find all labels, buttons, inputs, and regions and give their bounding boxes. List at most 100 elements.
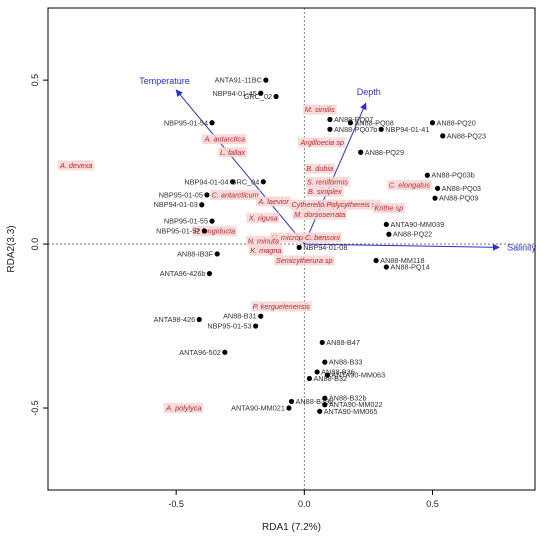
species-label: M. similis [305,105,335,114]
species-label: Semicytherura sp [276,256,333,265]
species-label-group: L. fallax [218,147,247,158]
site-point [383,264,389,270]
site-point [322,395,328,401]
site-point [324,372,330,378]
species-label-bg [298,137,346,148]
site-label: ANTA90-MM022 [329,400,383,409]
species-label-group: M. dorsoserrata [292,209,347,220]
site-label: ANTA96-502 [179,348,221,357]
species-label: P. kerguelenensis [253,302,310,311]
site-point [286,405,292,411]
species-label: Polycythereis sp [326,200,379,209]
site-label: ANTA90-MM063 [331,371,385,380]
site-label: ANTA91-11BC [215,76,262,85]
site-point [383,221,389,228]
species-label-bg [246,235,281,246]
species-label: L. fallax [220,148,245,157]
site-label: NBP94-01-04 [184,177,228,186]
site-point [253,323,259,329]
y-tick-label: -0.5 [30,400,40,416]
species-label-group: Cytherelloidea sp [289,199,350,210]
site-label: NBP95-01-53 [207,322,251,331]
site-label: AN88-B32b [329,394,367,403]
species-label-bg [305,176,350,187]
x-tick-label: -0.5 [168,499,184,509]
species-label-group: P. kerguelenensis [251,301,312,312]
site-label: AN88-PQ23 [447,131,486,140]
site-point [258,313,264,319]
species-label: B. simplex [308,187,342,196]
species-label-bg [304,163,335,174]
species-label: S. reniformis [307,177,348,186]
species-label: K. magna [250,246,281,255]
site-point [322,359,328,365]
species-label-bg [270,232,329,243]
site-label: AN88-B36 [321,367,355,376]
site-point [199,202,205,208]
env-vector-label: Salinity [507,242,537,252]
species-label-group: B. simplex [306,186,344,197]
site-label: NBP95-01-05 [159,190,203,199]
site-label: AN88-PQ22 [393,230,432,239]
site-label: AN88-B33 [329,358,363,367]
site-point [296,244,302,250]
site-label: ANTA96-426b [160,269,206,278]
site-label: AN88-MM118 [380,256,424,265]
species-label-group: C. elongatus [387,180,432,191]
site-label: ANTA90-MM065 [324,407,378,416]
species-label-group: Krithe sp [373,203,405,214]
species-label: P. longiducta [194,226,235,235]
y-tick-label: 0.5 [30,74,40,87]
species-label: A. laevior [257,197,289,206]
x-tick-label: 0.0 [298,499,311,509]
site-label: AN88-PQ03 [442,184,481,193]
site-point [317,408,323,414]
site-label: GRC_04 [231,177,259,186]
site-label: NBP95-01-52 [156,226,200,235]
species-label: H. micropunctata [272,233,327,242]
env-vector-arrow [304,243,500,251]
species-label-bg [274,255,335,266]
species-label: A. devexa [59,161,92,170]
species-label-bg [255,196,291,207]
species-label-bg [324,199,382,210]
species-label: N. minuta [248,236,279,245]
site-point [273,93,279,100]
x-tick-label: 0.5 [426,499,439,509]
site-label: AN88-B39b [296,397,334,406]
site-label: NBP95-01-54 [164,118,208,127]
species-label-group: Semicytherura sp [274,255,335,266]
site-label: AN88-B47 [326,338,360,347]
site-point [424,172,430,178]
species-label-group: S. reniformis [305,176,350,187]
species-label-bg [248,245,283,256]
site-point [327,126,333,132]
y-axis-ticks: -0.5 0.0 0.5 [30,74,48,416]
species-label: A. polylyca [165,404,201,413]
species-label-bg [57,160,94,171]
site-label: AN88-B32 [313,374,347,383]
site-label: GRC_02 [244,92,272,101]
site-point [214,251,220,257]
species-label-group: C. bensoni [303,232,342,243]
species-label-bg [163,403,203,414]
site-point [209,218,215,224]
site-point [373,257,379,264]
site-point [222,349,228,355]
species-label-group: Argilloecia sp [298,137,346,148]
species-label: M. dorsoserrata [294,210,345,219]
site-label: AN88-PQ07b [334,125,377,134]
site-point [229,179,236,185]
species-label: C. antarcticum [212,190,259,199]
y-axis-label: RDA2(3.3) [6,225,17,272]
site-point [196,316,202,323]
species-label-bg [218,147,247,158]
species-label-bg [210,189,261,200]
plot-frame [47,7,536,491]
y-tick-label: 0.0 [30,238,40,251]
site-point [358,149,364,155]
species-label-bg [387,180,432,191]
site-point [322,402,328,408]
